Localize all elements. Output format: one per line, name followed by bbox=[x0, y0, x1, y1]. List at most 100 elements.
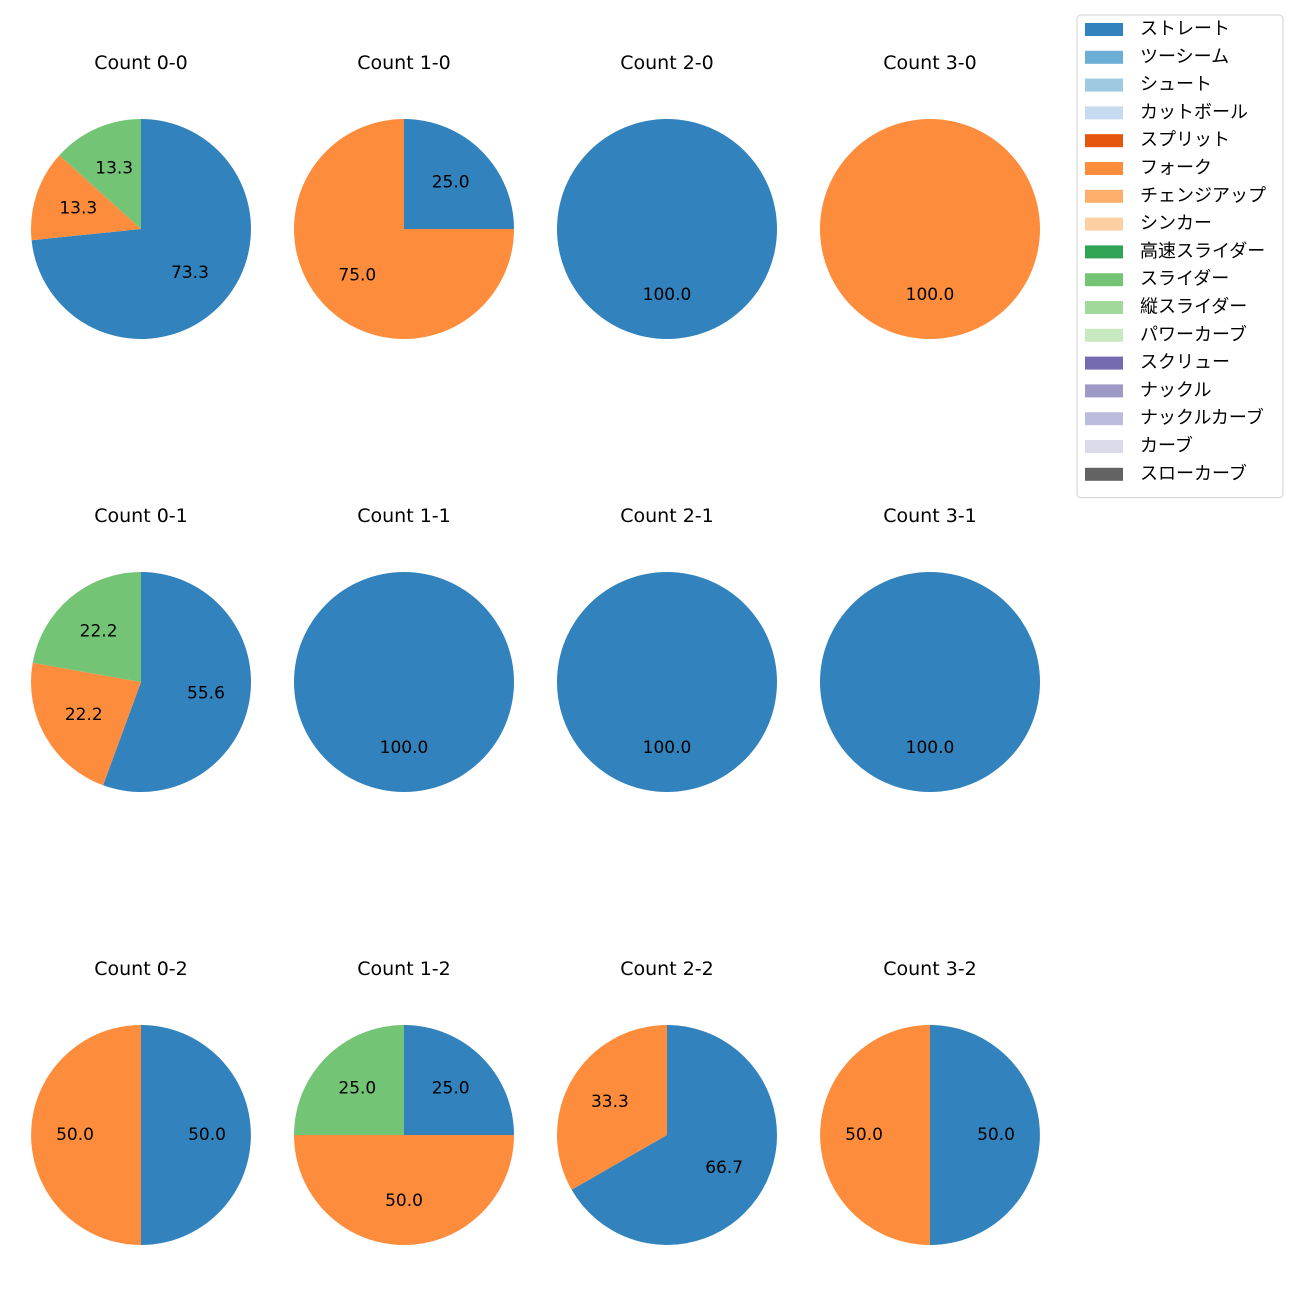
legend-entry: カットボール bbox=[1085, 102, 1248, 123]
pie-chart: Count 1-0 25.0 75.0 bbox=[294, 52, 514, 339]
pie-title: Count 1-1 bbox=[357, 505, 451, 527]
legend-label: ナックル bbox=[1140, 380, 1211, 401]
legend: ストレートツーシームシュートカットボールスプリットフォークチェンジアップシンカー… bbox=[1076, 14, 1284, 499]
pie-title: Count 2-1 bbox=[620, 505, 714, 527]
pie-chart: Count 2-1 100.0 bbox=[557, 505, 777, 792]
pie-slice bbox=[32, 572, 141, 682]
legend-entry: チェンジアップ bbox=[1085, 185, 1266, 206]
legend-label: 高速スライダー bbox=[1140, 241, 1265, 262]
pie-slice-label: 22.2 bbox=[80, 621, 118, 641]
pie-chart: Count 1-1 100.0 bbox=[294, 505, 514, 792]
legend-entry: スクリュー bbox=[1085, 352, 1230, 373]
pie-slice bbox=[30, 662, 142, 786]
pie-slice-label: 100.0 bbox=[906, 738, 955, 758]
pie-title: Count 1-2 bbox=[357, 958, 451, 980]
pie-chart: Count 3-1 100.0 bbox=[820, 505, 1040, 792]
pie-slice bbox=[820, 119, 1040, 339]
pie-slice bbox=[141, 1025, 251, 1245]
pie-slice bbox=[820, 572, 1040, 792]
legend-label: パワーカーブ bbox=[1140, 323, 1247, 345]
legend-entry: ナックル bbox=[1085, 380, 1211, 401]
legend-swatch bbox=[1085, 189, 1123, 203]
pie-chart: Count 0-0 73.3 13.3 13.3 bbox=[31, 52, 252, 339]
pie-slice-label: 13.3 bbox=[95, 159, 133, 179]
legend-entry: ストレート bbox=[1085, 19, 1230, 40]
pie-slice bbox=[31, 119, 252, 339]
pie-slice-label: 50.0 bbox=[188, 1125, 226, 1145]
legend-label: スプリット bbox=[1140, 130, 1230, 151]
legend-swatch bbox=[1085, 301, 1123, 314]
pie-title: Count 0-2 bbox=[94, 958, 188, 980]
pie-slice-label: 100.0 bbox=[643, 738, 692, 758]
legend-swatch bbox=[1085, 384, 1123, 398]
pie-slice-label: 75.0 bbox=[338, 266, 376, 286]
pie-chart: Count 3-2 50.0 50.0 bbox=[820, 958, 1040, 1245]
pie-chart: Count 0-2 50.0 50.0 bbox=[31, 958, 251, 1245]
pie-slice bbox=[571, 1025, 777, 1245]
legend-frame bbox=[1076, 14, 1284, 499]
pie-slice-label: 25.0 bbox=[432, 172, 470, 192]
pie-slice-label: 55.6 bbox=[187, 684, 225, 704]
legend-entry: ツーシーム bbox=[1085, 46, 1229, 67]
legend-swatch bbox=[1085, 356, 1123, 370]
pie-slice bbox=[59, 119, 141, 229]
legend-swatch bbox=[1085, 217, 1123, 231]
legend-entry: カーブ bbox=[1085, 435, 1193, 457]
pie-slice-label: 22.2 bbox=[65, 705, 103, 725]
pie-slice bbox=[294, 572, 514, 792]
legend-label: ナックルカーブ bbox=[1140, 407, 1264, 429]
legend-entry: スプリット bbox=[1085, 130, 1230, 151]
legend-entry: スローカーブ bbox=[1085, 462, 1247, 484]
legend-swatch bbox=[1085, 440, 1123, 453]
legend-label: シンカー bbox=[1140, 213, 1212, 234]
legend-swatch bbox=[1085, 162, 1123, 175]
pie-chart: Count 2-0 100.0 bbox=[557, 52, 777, 339]
legend-entry: ナックルカーブ bbox=[1085, 407, 1264, 429]
legend-swatch bbox=[1085, 467, 1123, 481]
legend-swatch bbox=[1085, 273, 1123, 287]
legend-swatch bbox=[1085, 23, 1123, 36]
legend-swatch bbox=[1085, 50, 1123, 64]
pie-slice bbox=[294, 1025, 404, 1135]
pie-slice-label: 50.0 bbox=[385, 1191, 423, 1211]
pie-chart: Count 1-2 25.0 50.0 25.0 bbox=[294, 958, 514, 1245]
legend-entry: パワーカーブ bbox=[1085, 323, 1247, 345]
pie-slice-label: 100.0 bbox=[643, 285, 692, 305]
pie-title: Count 2-2 bbox=[620, 958, 714, 980]
pie-title: Count 0-0 bbox=[94, 52, 188, 74]
pie-slice bbox=[820, 1025, 930, 1245]
pie-slice-label: 13.3 bbox=[59, 198, 97, 218]
pie-slice bbox=[294, 119, 514, 339]
pie-slice bbox=[31, 155, 141, 241]
pie-slice-label: 50.0 bbox=[977, 1125, 1015, 1145]
legend-swatch bbox=[1085, 412, 1123, 426]
legend-swatch bbox=[1085, 106, 1123, 120]
legend-label: カットボール bbox=[1140, 102, 1248, 123]
legend-swatch bbox=[1085, 134, 1123, 148]
legend-label: 縦スライダー bbox=[1140, 297, 1247, 318]
pie-slice bbox=[404, 1025, 514, 1135]
pie-slice-label: 66.7 bbox=[705, 1158, 743, 1178]
legend-label: スクリュー bbox=[1140, 352, 1230, 373]
legend-label: カーブ bbox=[1140, 435, 1193, 457]
legend-swatch bbox=[1085, 78, 1123, 92]
pie-chart: Count 0-1 55.6 22.2 22.2 bbox=[30, 505, 251, 792]
pie-slice bbox=[31, 1025, 141, 1245]
legend-entry: シュート bbox=[1085, 74, 1212, 95]
pie-slice-label: 25.0 bbox=[338, 1078, 376, 1098]
pie-slice bbox=[557, 572, 777, 792]
legend-label: ストレート bbox=[1140, 19, 1230, 40]
legend-entry: シンカー bbox=[1085, 213, 1212, 234]
pie-title: Count 2-0 bbox=[620, 52, 714, 74]
pie-title: Count 3-1 bbox=[883, 505, 977, 527]
pie-slice bbox=[556, 1025, 667, 1190]
legend-label: スローカーブ bbox=[1140, 462, 1247, 484]
legend-entry: スライダー bbox=[1085, 269, 1229, 290]
legend-entry: フォーク bbox=[1085, 158, 1212, 179]
pie-slice-label: 25.0 bbox=[432, 1078, 470, 1098]
pie-chart: Count 2-2 66.7 33.3 bbox=[556, 958, 777, 1245]
pie-slice bbox=[930, 1025, 1040, 1245]
legend-swatch bbox=[1085, 245, 1123, 259]
